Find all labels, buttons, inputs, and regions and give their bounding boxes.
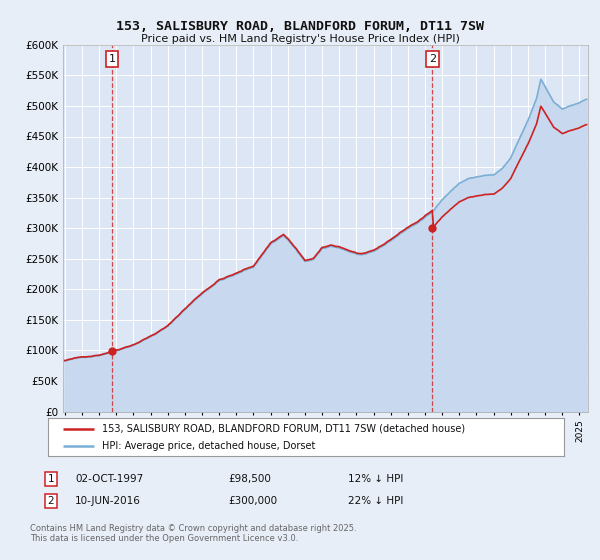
Text: Contains HM Land Registry data © Crown copyright and database right 2025.
This d: Contains HM Land Registry data © Crown c… <box>30 524 356 543</box>
Text: 153, SALISBURY ROAD, BLANDFORD FORUM, DT11 7SW: 153, SALISBURY ROAD, BLANDFORD FORUM, DT… <box>116 20 484 32</box>
Text: 1: 1 <box>109 54 115 64</box>
Text: Price paid vs. HM Land Registry's House Price Index (HPI): Price paid vs. HM Land Registry's House … <box>140 34 460 44</box>
Text: 2: 2 <box>428 54 436 64</box>
Text: 02-OCT-1997: 02-OCT-1997 <box>75 474 143 484</box>
Text: 22% ↓ HPI: 22% ↓ HPI <box>348 496 403 506</box>
Text: 10-JUN-2016: 10-JUN-2016 <box>75 496 141 506</box>
Text: £98,500: £98,500 <box>228 474 271 484</box>
Text: HPI: Average price, detached house, Dorset: HPI: Average price, detached house, Dors… <box>102 441 316 451</box>
Text: 12% ↓ HPI: 12% ↓ HPI <box>348 474 403 484</box>
Text: 153, SALISBURY ROAD, BLANDFORD FORUM, DT11 7SW (detached house): 153, SALISBURY ROAD, BLANDFORD FORUM, DT… <box>102 423 466 433</box>
Text: 2: 2 <box>47 496 55 506</box>
Text: £300,000: £300,000 <box>228 496 277 506</box>
Text: 1: 1 <box>47 474 55 484</box>
